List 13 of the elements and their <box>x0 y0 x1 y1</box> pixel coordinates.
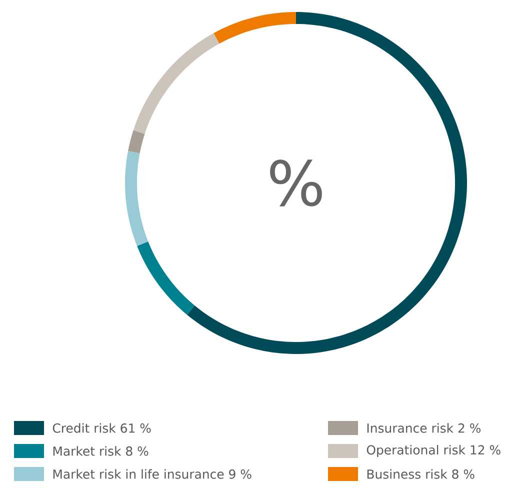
legend-label: Operational risk <box>366 444 466 458</box>
legend-label: Market risk in life insurance <box>53 469 224 479</box>
data-label: 8 % <box>452 469 474 479</box>
data-label: 9 % <box>229 469 252 479</box>
text: % <box>270 160 322 206</box>
data-label: 8 % <box>126 446 148 456</box>
data-label: 12 % <box>470 445 500 455</box>
legend-label: Credit risk <box>52 423 116 433</box>
data-label: 61 % <box>120 423 151 433</box>
legend-label: Business risk <box>367 469 448 479</box>
legend-label: Insurance risk <box>367 423 454 433</box>
data-label: 2 % <box>458 423 481 433</box>
legend-label: Market risk <box>53 446 122 456</box>
